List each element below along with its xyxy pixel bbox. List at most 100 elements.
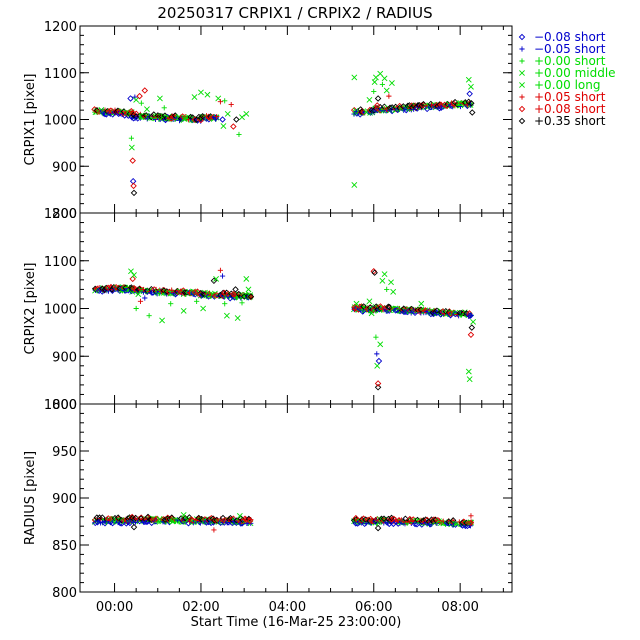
data-point (374, 95, 382, 102)
data-point (223, 312, 230, 319)
data-point (377, 70, 384, 77)
data-point (467, 312, 474, 319)
data-point (236, 131, 242, 138)
x-tick-label: 00:00 (96, 600, 133, 615)
data-point (211, 527, 217, 533)
data-point (138, 100, 144, 106)
plot-frame (79, 212, 513, 405)
data-point (245, 286, 252, 293)
data-point (468, 324, 476, 331)
data-point (157, 95, 163, 102)
data-point (168, 301, 174, 307)
y-tick-label: 1000 (44, 114, 77, 129)
y-tick-label: 1200 (44, 20, 77, 35)
x-axis-label: Start Time (16-Mar-25 23:00:00) (191, 615, 402, 630)
data-point (128, 268, 134, 275)
y-tick-label: 800 (52, 586, 77, 601)
data-point (137, 515, 145, 522)
data-point (234, 315, 241, 321)
x-tick-label: 08:00 (441, 600, 478, 615)
data-point (381, 75, 388, 82)
plot-frame (79, 25, 513, 214)
data-point (146, 313, 152, 319)
data-point (230, 290, 237, 298)
data-point (197, 291, 204, 298)
panel-2: 800 900 1000 1100 1200 CRPIX2 [pixel] (23, 207, 513, 413)
data-point (468, 100, 475, 107)
data-point (386, 93, 392, 99)
data-point (362, 516, 369, 523)
panel-1: 800 900 1000 1100 1200 CRPIX1 [pixel] (23, 20, 513, 222)
data-point (373, 102, 381, 109)
data-point (379, 277, 386, 284)
data-point (236, 512, 243, 519)
data-points (91, 70, 476, 197)
legend-entry: −0.08 short (518, 30, 606, 44)
data-point (400, 305, 407, 312)
data-point (128, 135, 135, 141)
data-point (374, 384, 382, 391)
legend-label: −0.08 short (534, 30, 606, 44)
data-point (222, 301, 228, 307)
data-point (422, 516, 429, 523)
data-point (191, 94, 198, 100)
legend-entry: +0.08 short (518, 102, 606, 116)
legend-label: +0.05 short (534, 90, 606, 104)
y-tick-label: 850 (52, 539, 77, 554)
data-point (144, 518, 151, 525)
data-point (219, 514, 227, 522)
legend-label: +0.08 short (534, 102, 606, 116)
y-tick-label: 800 (52, 207, 77, 222)
y-tick-label: 1000 (44, 398, 77, 413)
data-point (388, 80, 395, 86)
y-tick-label: 1100 (44, 67, 77, 82)
data-point (233, 116, 240, 123)
data-point (246, 517, 254, 525)
data-point (114, 514, 122, 521)
data-point (191, 288, 199, 296)
data-point (466, 90, 473, 98)
data-point (371, 88, 377, 95)
data-point (468, 513, 474, 519)
data-point (468, 83, 474, 90)
chart-title: 20250317 CRPIX1 / CRPIX2 / RADIUS (157, 4, 432, 22)
data-point (104, 284, 112, 291)
legend-symbol (519, 82, 525, 88)
data-point (129, 275, 136, 283)
plot-frame (79, 403, 513, 593)
data-point (224, 110, 231, 117)
legend-symbol (518, 105, 526, 113)
data-point (466, 376, 473, 383)
data-point (98, 288, 106, 295)
panel-3: 800 850 900 950 1000 00:00 02:00 04:00 06:00 08:0… (23, 398, 513, 615)
data-point (239, 114, 245, 121)
legend-entry: +0.00 long (519, 78, 601, 92)
data-point (373, 334, 379, 340)
data-point (130, 182, 137, 190)
data-point (127, 95, 134, 102)
data-point (135, 291, 142, 298)
data-point (161, 112, 169, 119)
data-point (247, 293, 255, 300)
data-point (142, 295, 148, 301)
data-point (185, 520, 192, 527)
x-tick-label: 06:00 (355, 600, 392, 615)
data-point (457, 103, 464, 110)
data-points (91, 267, 477, 391)
data-point (371, 269, 378, 276)
data-point (353, 300, 360, 307)
data-point (180, 307, 187, 314)
x-tick-label: 04:00 (269, 600, 306, 615)
data-point (377, 341, 384, 348)
data-point (194, 298, 200, 304)
legend-entry: +0.00 short (519, 54, 606, 68)
legend-label: +0.35 short (534, 114, 606, 128)
x-tick-label: 02:00 (182, 600, 219, 615)
y-tick-label: 1100 (44, 255, 77, 270)
data-point (204, 91, 211, 98)
data-point (137, 298, 144, 304)
data-point (467, 331, 475, 338)
legend-label: +0.00 long (534, 78, 601, 92)
data-point (390, 288, 397, 295)
